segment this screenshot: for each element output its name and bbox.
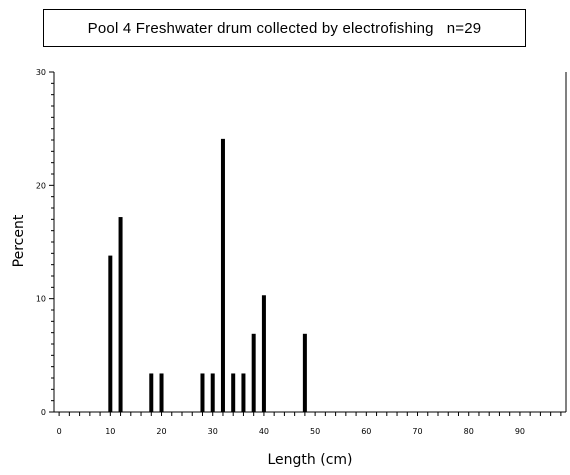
bar bbox=[200, 373, 205, 412]
bar bbox=[220, 138, 225, 412]
bar bbox=[149, 373, 154, 412]
bars bbox=[108, 138, 307, 412]
chart-title-box: Pool 4 Freshwater drum collected by elec… bbox=[43, 9, 526, 47]
bar bbox=[118, 217, 123, 412]
chart-title: Pool 4 Freshwater drum collected by elec… bbox=[87, 19, 482, 37]
y-tick-label: 30 bbox=[36, 68, 46, 77]
x-tick-label: 10 bbox=[105, 427, 115, 436]
bar bbox=[241, 373, 246, 412]
x-tick-label: 90 bbox=[515, 427, 525, 436]
x-tick-label: 40 bbox=[259, 427, 269, 436]
x-tick-label: 70 bbox=[412, 427, 422, 436]
bar bbox=[251, 333, 256, 412]
x-tick-label: 50 bbox=[310, 427, 320, 436]
y-tick-label: 20 bbox=[36, 181, 46, 190]
bar bbox=[231, 373, 236, 412]
x-tick-label: 80 bbox=[464, 427, 474, 436]
y-axis-label: Percent bbox=[11, 214, 27, 267]
x-tick-label: 0 bbox=[57, 427, 62, 436]
bar bbox=[108, 255, 113, 412]
y-tick-label: 0 bbox=[41, 408, 46, 417]
x-tick-label: 20 bbox=[156, 427, 166, 436]
x-tick-label: 60 bbox=[361, 427, 371, 436]
y-ticks: 0 10 20 30 bbox=[36, 68, 54, 417]
y-tick-label: 10 bbox=[36, 295, 46, 304]
x-tick-label: 30 bbox=[208, 427, 218, 436]
x-axis-label: Length (cm) bbox=[268, 452, 353, 468]
bar bbox=[210, 373, 215, 412]
x-ticks: 0 10 20 30 40 50 60 70 80 90 bbox=[57, 412, 562, 436]
bar bbox=[261, 295, 266, 412]
bar bbox=[302, 333, 307, 412]
bar bbox=[159, 373, 164, 412]
